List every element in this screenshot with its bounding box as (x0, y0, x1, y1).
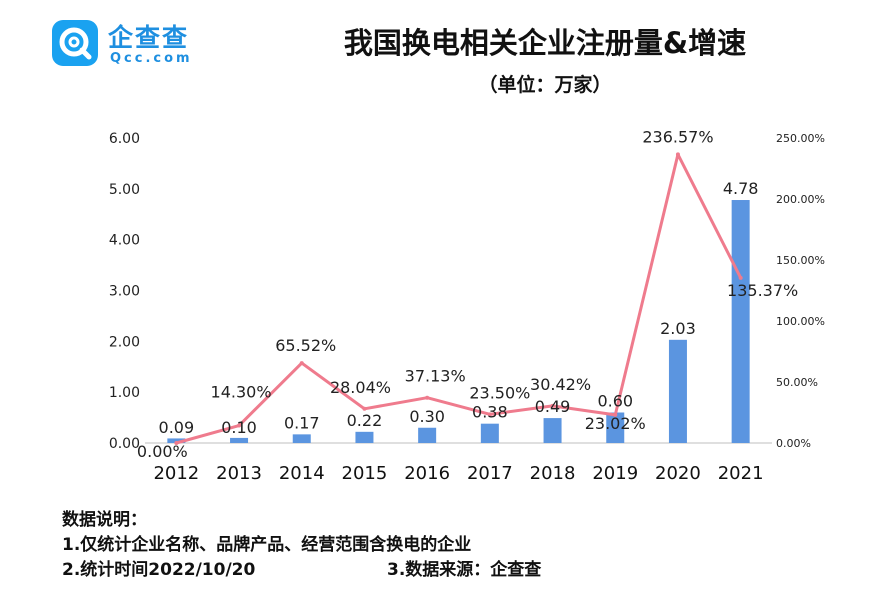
x-tick-label: 2016 (404, 463, 450, 484)
growth-point (550, 403, 555, 408)
line-value-label: 23.02% (585, 414, 646, 433)
y-right-tick-label: 50.00% (776, 376, 818, 389)
y-left-tick-label: 1.00 (109, 385, 140, 401)
y-right-tick-label: 200.00% (776, 193, 825, 206)
growth-point (299, 361, 304, 366)
bar-value-label: 0.09 (159, 418, 195, 437)
notes-line-3: 3.数据来源：企查查 (387, 560, 542, 580)
x-tick-label: 2015 (342, 463, 388, 484)
growth-point (487, 412, 492, 417)
x-tick-label: 2012 (153, 463, 199, 484)
growth-point (675, 152, 680, 157)
logo-name-en: Qcc.com (110, 51, 193, 66)
bar (480, 423, 499, 443)
line-value-label: 14.30% (211, 383, 272, 402)
line-value-label: 28.04% (330, 378, 391, 397)
x-tick-label: 2014 (279, 463, 325, 484)
x-tick-label: 2021 (718, 463, 764, 484)
bar-value-label: 0.60 (597, 392, 633, 411)
chart-title: 我国换电相关企业注册量&增速 (343, 26, 747, 60)
line-value-label: 236.57% (642, 127, 713, 146)
bar (292, 434, 311, 443)
x-tick-label: 2020 (655, 463, 701, 484)
y-right-tick-label: 100.00% (776, 315, 825, 328)
chart-subtitle: （单位：万家） (478, 74, 612, 96)
growth-point (425, 395, 430, 400)
bar (731, 200, 750, 443)
line-value-label: 135.37% (727, 281, 798, 300)
y-left-tick-label: 5.00 (109, 182, 140, 198)
growth-point (237, 423, 242, 428)
bar-value-label: 0.30 (409, 407, 445, 426)
bar-value-label: 0.17 (284, 413, 320, 432)
bar (668, 339, 687, 443)
x-tick-label: 2019 (592, 463, 638, 484)
growth-line (175, 152, 742, 445)
notes-line-1: 1.仅统计企业名称、品牌产品、经营范围含换电的企业 (62, 535, 472, 555)
bar-value-label: 0.49 (535, 397, 571, 416)
chart-area: 0.00 1.00 2.00 3.00 4.00 5.00 6.00 0.00% 50.00% 1… (109, 127, 825, 484)
y-right-tick-label: 250.00% (776, 132, 825, 145)
bar (355, 431, 374, 443)
y-left-tick-label: 3.00 (109, 284, 140, 300)
growth-point (362, 406, 367, 411)
notes-line-2: 2.统计时间2022/10/20 (62, 560, 256, 580)
notes-heading: 数据说明： (62, 510, 147, 530)
bar (543, 418, 562, 443)
growth-point (738, 275, 743, 280)
line-value-label: 23.50% (469, 383, 530, 402)
bar (167, 438, 186, 443)
x-tick-label: 2017 (467, 463, 513, 484)
bar-value-label: 0.22 (347, 411, 383, 430)
y-right-tick-label: 150.00% (776, 254, 825, 267)
bar-value-label: 0.38 (472, 403, 508, 422)
line-value-label: 65.52% (275, 336, 336, 355)
qcc-logo-icon (52, 20, 98, 66)
line-value-label: 37.13% (405, 367, 466, 386)
x-tick-label: 2013 (216, 463, 262, 484)
y-left-tick-label: 6.00 (109, 131, 140, 147)
bar (418, 427, 437, 443)
bar-value-label: 2.03 (660, 319, 696, 338)
y-left-tick-label: 0.00 (109, 436, 140, 452)
y-left-tick-label: 4.00 (109, 233, 140, 249)
y-right-tick-label: 0.00% (776, 437, 811, 450)
line-value-label: 30.42% (530, 375, 591, 394)
bar-value-label: 0.10 (221, 418, 257, 437)
x-tick-label: 2018 (530, 463, 576, 484)
brand-logo: 企查查 Qcc.com (52, 16, 212, 72)
bar (230, 437, 249, 443)
logo-name-cn: 企查查 (108, 23, 190, 52)
growth-point (613, 412, 618, 417)
bar-value-label: 4.78 (723, 179, 759, 198)
y-left-tick-label: 2.00 (109, 334, 140, 350)
bar (606, 412, 625, 443)
growth-point (174, 441, 179, 445)
line-value-label: 0.00% (137, 442, 188, 461)
